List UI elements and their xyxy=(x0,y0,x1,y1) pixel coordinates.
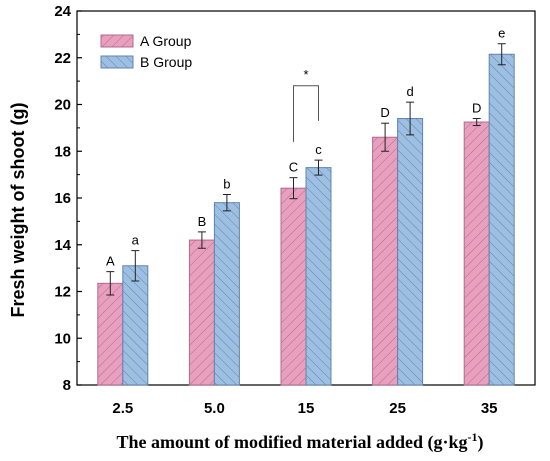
significance-label: a xyxy=(132,233,140,248)
bar xyxy=(372,136,399,386)
legend-label-a-group: A Group xyxy=(140,33,192,49)
x-tick-label: 5.0 xyxy=(204,400,225,417)
y-tick-label: 16 xyxy=(54,190,71,207)
x-tick-label: 2.5 xyxy=(112,400,133,417)
significance-asterisk: * xyxy=(303,67,308,82)
bar xyxy=(463,121,490,386)
x-tick-label: 25 xyxy=(389,400,406,417)
bar xyxy=(280,187,307,386)
significance-bracket xyxy=(293,85,319,142)
y-tick-label: 24 xyxy=(54,3,71,20)
significance-label: c xyxy=(315,142,322,157)
significance-label: D xyxy=(380,105,389,120)
significance-label: b xyxy=(223,176,230,191)
x-axis-label-suffix: ) xyxy=(478,432,484,453)
bar xyxy=(188,239,215,386)
y-tick-label: 12 xyxy=(54,284,71,301)
y-tick-label: 20 xyxy=(54,97,71,114)
significance-label: A xyxy=(106,254,115,269)
y-axis-label: Fresh weight of shoot (g) xyxy=(8,103,28,318)
y-tick-label: 8 xyxy=(63,377,71,394)
y-tick-label: 10 xyxy=(54,330,71,347)
significance-label: C xyxy=(289,160,298,175)
legend-label-b-group: B Group xyxy=(140,54,192,70)
bar xyxy=(397,118,424,386)
x-axis-label: The amount of modified material added (g… xyxy=(116,430,483,453)
y-tick-label: 22 xyxy=(54,50,71,67)
significance-label: B xyxy=(198,214,207,229)
x-tick-label: 15 xyxy=(298,400,315,417)
x-axis-label-superscript: -1 xyxy=(468,430,478,444)
significance-label: e xyxy=(498,26,505,41)
plot-area: 8 10 12 14 16 18 20 22 24 2.5 5.0 15 25 35 A B C D Da b c d e * xyxy=(54,3,536,417)
y-tick-label: 14 xyxy=(54,237,71,254)
bar xyxy=(97,282,124,386)
bar xyxy=(122,265,149,386)
bar xyxy=(213,202,240,386)
legend: A Group B Group xyxy=(100,33,192,70)
bar xyxy=(488,53,515,386)
significance-label: d xyxy=(406,84,413,99)
legend-swatch-b-group xyxy=(100,55,134,69)
y-tick-label: 18 xyxy=(54,143,71,160)
bar xyxy=(305,167,332,386)
significance-label: D xyxy=(472,101,481,116)
legend-swatch-a-group xyxy=(100,34,134,48)
x-axis-label-text: The amount of modified material added (g… xyxy=(116,432,467,453)
x-tick-label: 35 xyxy=(481,400,498,417)
